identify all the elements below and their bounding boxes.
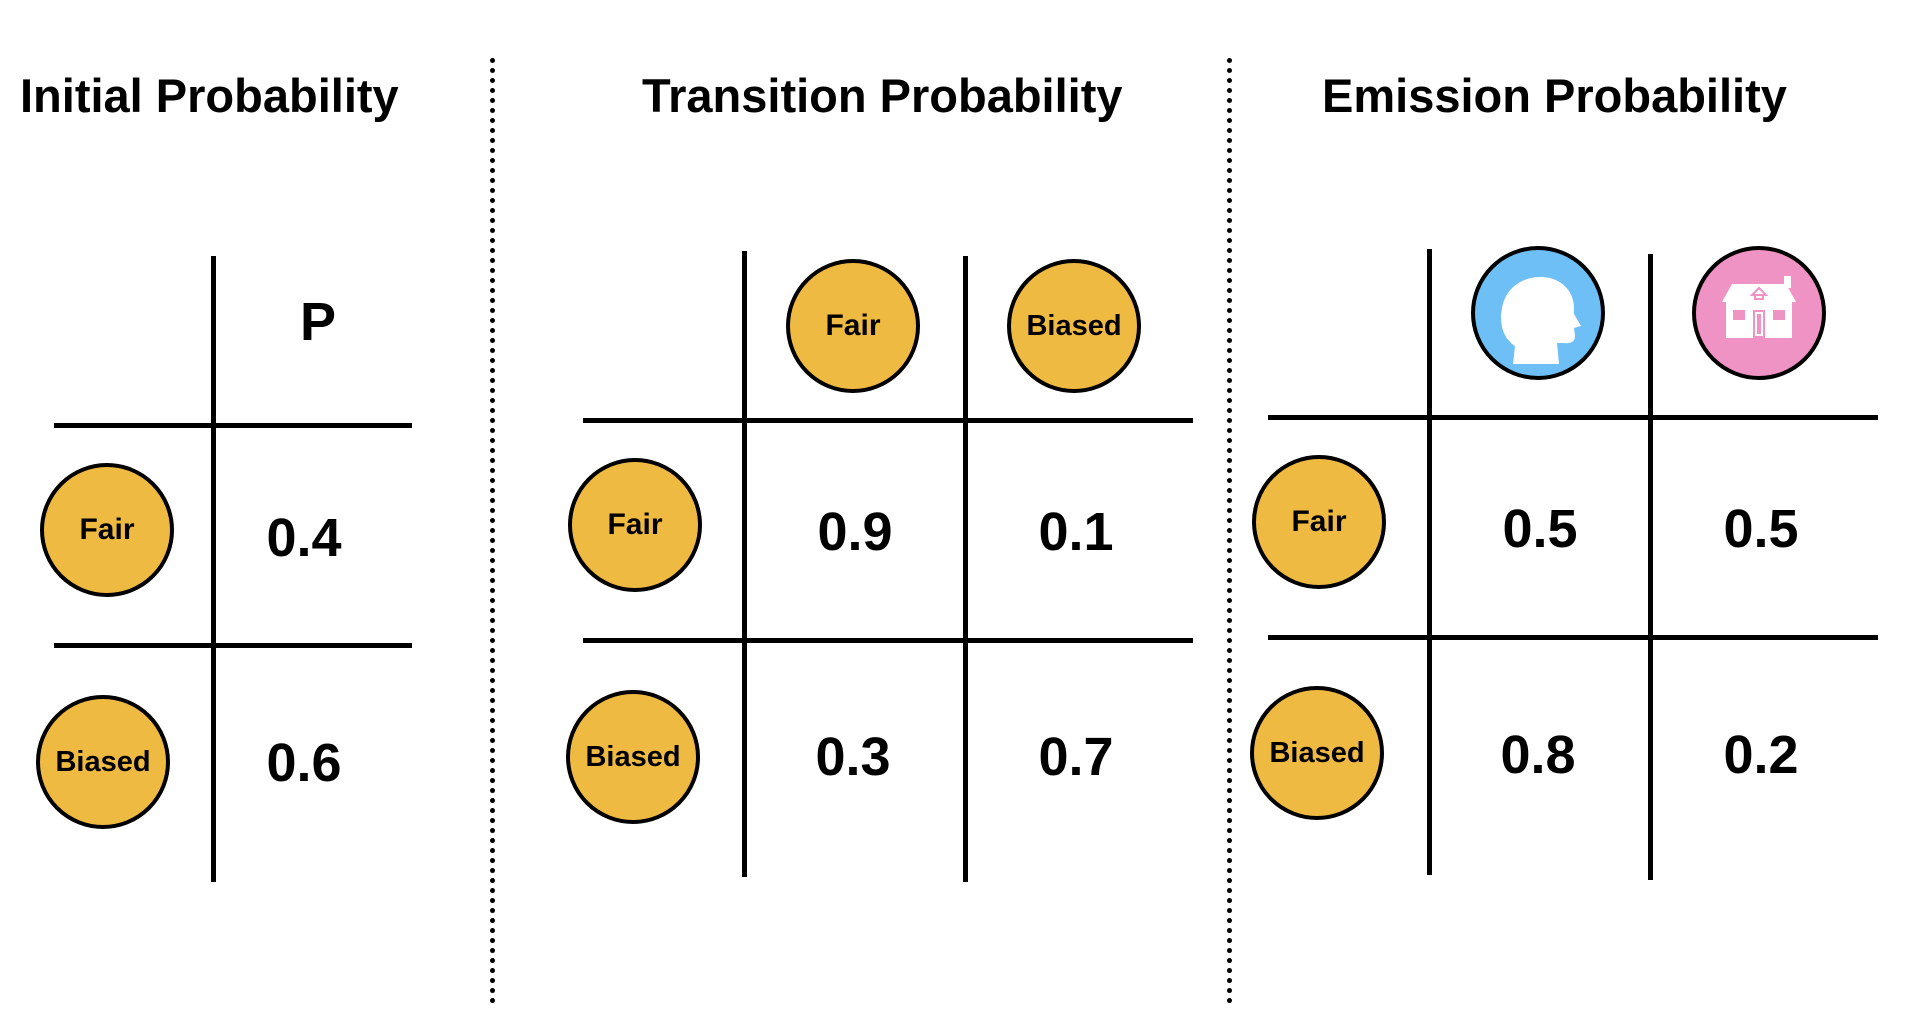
biased-coin-label: Biased [585, 740, 681, 773]
table-horizontal-line [583, 638, 1193, 643]
emission-fair-house-value: 0.5 [1723, 499, 1799, 559]
biased-coin: Biased [36, 695, 170, 829]
person-head-icon [1471, 246, 1605, 380]
biased-coin-label: Biased [1026, 309, 1122, 342]
emission-fair-head-value: 0.5 [1502, 499, 1578, 559]
emission-biased-house-value: 0.2 [1723, 725, 1799, 785]
fair-coin-label: Fair [1291, 505, 1347, 538]
table-horizontal-line [54, 643, 412, 648]
table-horizontal-line [583, 418, 1193, 423]
transition-fair-fair-value: 0.9 [817, 502, 893, 562]
table-vertical-line [1427, 249, 1432, 875]
table-horizontal-line [1268, 415, 1878, 420]
house-icon-graphic [1722, 276, 1796, 338]
table-vertical-line [742, 251, 747, 877]
table-vertical-line [1648, 254, 1653, 880]
fair-coin: Fair [40, 463, 174, 597]
section-divider [1227, 58, 1232, 1004]
transition-fair-biased-value: 0.1 [1038, 502, 1114, 562]
person-head-icon-graphic [1501, 276, 1581, 364]
fair-coin-column-header: Fair [786, 259, 920, 393]
fair-coin-label: Fair [79, 513, 135, 546]
section-divider [490, 58, 495, 1004]
transition-probability-title: Transition Probability [642, 69, 1123, 122]
table-horizontal-line [1268, 635, 1878, 640]
fair-coin-row-header: Fair [568, 458, 702, 592]
fair-coin-label: Fair [607, 508, 663, 541]
fair-coin-label: Fair [825, 309, 881, 342]
biased-coin-label: Biased [1269, 736, 1365, 769]
initial-biased-value: 0.6 [266, 733, 342, 793]
biased-coin-label: Biased [55, 745, 151, 778]
fair-coin-row-header: Fair [1252, 455, 1386, 589]
emission-biased-head-value: 0.8 [1500, 725, 1576, 785]
emission-probability-title: Emission Probability [1322, 69, 1787, 122]
transition-biased-biased-value: 0.7 [1038, 727, 1114, 787]
biased-coin-column-header: Biased [1007, 259, 1141, 393]
biased-coin-row-header: Biased [1250, 686, 1384, 820]
table-horizontal-line [54, 423, 412, 428]
initial-fair-value: 0.4 [266, 508, 342, 568]
initial-probability-title: Initial Probability [20, 69, 399, 122]
column-header-p: P [299, 292, 337, 352]
table-vertical-line [211, 256, 216, 882]
house-icon [1692, 246, 1826, 380]
table-vertical-line [963, 256, 968, 882]
biased-coin-row-header: Biased [566, 690, 700, 824]
transition-biased-fair-value: 0.3 [815, 727, 891, 787]
